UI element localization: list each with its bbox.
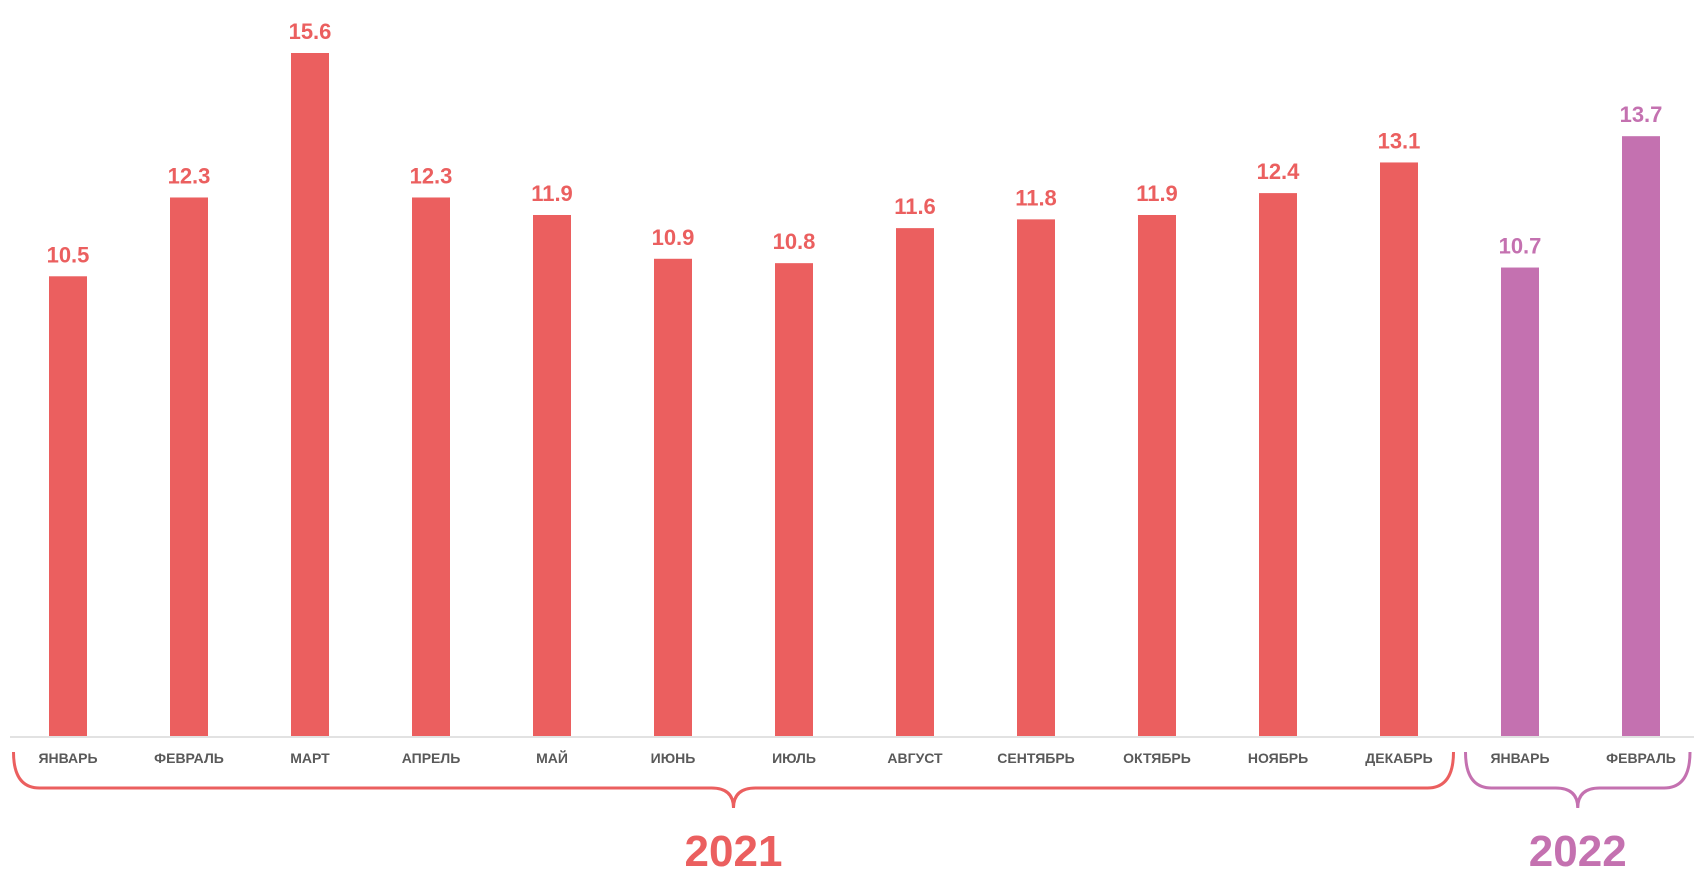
category-label-12: ДЕКАБРЬ <box>1365 750 1432 766</box>
year-braces-group: 2021 2022 <box>12 751 1692 876</box>
category-label-4: АПРЕЛЬ <box>402 750 461 766</box>
category-label-2: ФЕВРАЛЬ <box>154 750 224 766</box>
category-label-6: ИЮНЬ <box>651 750 696 766</box>
category-label-9: СЕНТЯБРЬ <box>997 750 1074 766</box>
bar-9 <box>1017 219 1055 736</box>
year-brace-2021 <box>12 751 1455 809</box>
value-label-1: 10.5 <box>47 242 90 267</box>
year-label-2022: 2022 <box>1529 827 1627 876</box>
value-label-10: 11.9 <box>1136 181 1178 206</box>
bars-group <box>49 53 1660 737</box>
value-label-4: 12.3 <box>410 163 453 188</box>
category-labels-group: ЯНВАРЬ ФЕВРАЛЬ МАРТ АПРЕЛЬ МАЙ ИЮНЬ ИЮЛЬ АВГУСТ… <box>38 749 1675 766</box>
value-label-11: 12.4 <box>1257 159 1301 184</box>
value-label-9: 11.8 <box>1015 185 1057 210</box>
category-label-13: ЯНВАРЬ <box>1490 750 1549 766</box>
bar-13 <box>1501 267 1539 736</box>
value-label-2: 12.3 <box>168 163 211 188</box>
category-label-5: МАЙ <box>536 749 568 766</box>
category-label-10: ОКТЯБРЬ <box>1123 750 1191 766</box>
bar-8 <box>896 228 934 736</box>
bar-12 <box>1380 162 1418 736</box>
bar-3 <box>291 53 329 736</box>
category-label-7: ИЮЛЬ <box>772 750 816 766</box>
category-label-1: ЯНВАРЬ <box>38 750 97 766</box>
category-label-11: НОЯБРЬ <box>1248 750 1308 766</box>
bar-11 <box>1259 193 1297 737</box>
bar-4 <box>412 197 450 736</box>
value-label-7: 10.8 <box>773 229 816 254</box>
value-label-3: 15.6 <box>289 19 332 44</box>
bar-2 <box>170 197 208 736</box>
value-label-12: 13.1 <box>1378 128 1421 153</box>
year-label-2021: 2021 <box>685 827 783 876</box>
category-label-3: МАРТ <box>290 750 330 766</box>
value-label-5: 11.9 <box>531 181 573 206</box>
value-labels-group: 10.5 12.3 15.6 12.3 11.9 10.9 10.8 11.6 11.8 11.9… <box>47 19 1663 267</box>
category-label-14: ФЕВРАЛЬ <box>1606 750 1676 766</box>
year-brace-2022 <box>1464 751 1692 809</box>
value-label-6: 10.9 <box>652 225 695 250</box>
bar-10 <box>1138 214 1176 736</box>
bar-14 <box>1622 136 1660 736</box>
value-label-14: 13.7 <box>1620 102 1663 127</box>
bar-1 <box>49 276 87 736</box>
bar-5 <box>533 214 571 736</box>
value-label-8: 11.6 <box>894 194 936 219</box>
bar-6 <box>654 258 692 736</box>
category-label-8: АВГУСТ <box>887 750 943 766</box>
bar-7 <box>775 263 813 736</box>
value-label-13: 10.7 <box>1499 234 1542 259</box>
